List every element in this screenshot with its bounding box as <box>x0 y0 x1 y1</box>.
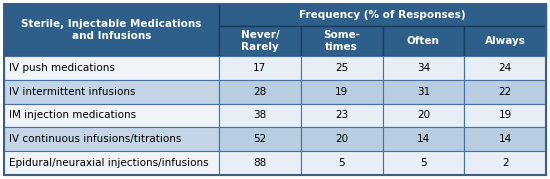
Bar <box>382 56 464 80</box>
Text: 20: 20 <box>335 134 348 144</box>
Bar <box>464 151 546 175</box>
Bar <box>4 127 219 151</box>
Text: Some-
times: Some- times <box>323 30 360 52</box>
Bar <box>382 104 464 127</box>
Bar <box>4 104 219 127</box>
Bar <box>219 80 301 104</box>
Bar <box>382 26 464 56</box>
Text: 25: 25 <box>335 63 348 73</box>
Text: 19: 19 <box>335 87 348 97</box>
Bar <box>464 26 546 56</box>
Text: 88: 88 <box>253 158 267 168</box>
Text: 22: 22 <box>498 87 512 97</box>
Bar <box>219 151 301 175</box>
Text: 23: 23 <box>335 110 348 120</box>
Bar <box>219 56 301 80</box>
Text: Always: Always <box>485 36 526 46</box>
Text: 17: 17 <box>253 63 267 73</box>
Text: IV push medications: IV push medications <box>9 63 115 73</box>
Bar <box>219 104 301 127</box>
Text: Epidural/neuraxial injections/infusions: Epidural/neuraxial injections/infusions <box>9 158 208 168</box>
Bar <box>382 80 464 104</box>
Text: 38: 38 <box>253 110 267 120</box>
Text: Frequency (% of Responses): Frequency (% of Responses) <box>299 10 466 20</box>
Bar <box>301 127 382 151</box>
Text: 34: 34 <box>417 63 430 73</box>
Bar <box>464 56 546 80</box>
Bar <box>219 127 301 151</box>
Bar <box>301 26 382 56</box>
Text: Sterile, Injectable Medications
and Infusions: Sterile, Injectable Medications and Infu… <box>21 19 202 41</box>
Bar <box>464 80 546 104</box>
Text: IV intermittent infusions: IV intermittent infusions <box>9 87 135 97</box>
Bar <box>301 56 382 80</box>
Text: 14: 14 <box>417 134 430 144</box>
Bar <box>4 4 219 56</box>
Text: IV continuous infusions/titrations: IV continuous infusions/titrations <box>9 134 182 144</box>
Bar <box>4 80 219 104</box>
Text: IM injection medications: IM injection medications <box>9 110 136 120</box>
Bar <box>219 26 301 56</box>
Text: 2: 2 <box>502 158 508 168</box>
Bar <box>464 127 546 151</box>
Bar <box>464 104 546 127</box>
Bar <box>301 104 382 127</box>
Text: 20: 20 <box>417 110 430 120</box>
Text: 19: 19 <box>498 110 512 120</box>
Text: 24: 24 <box>498 63 512 73</box>
Text: 5: 5 <box>338 158 345 168</box>
Bar <box>4 56 219 80</box>
Bar <box>4 151 219 175</box>
Text: 5: 5 <box>420 158 427 168</box>
Text: Often: Often <box>407 36 440 46</box>
Bar <box>382 151 464 175</box>
Bar <box>382 127 464 151</box>
Text: 14: 14 <box>498 134 512 144</box>
Bar <box>301 151 382 175</box>
Text: 31: 31 <box>417 87 430 97</box>
Text: 52: 52 <box>253 134 267 144</box>
Bar <box>301 80 382 104</box>
Bar <box>219 4 546 26</box>
Text: Never/
Rarely: Never/ Rarely <box>240 30 279 52</box>
Text: 28: 28 <box>253 87 267 97</box>
